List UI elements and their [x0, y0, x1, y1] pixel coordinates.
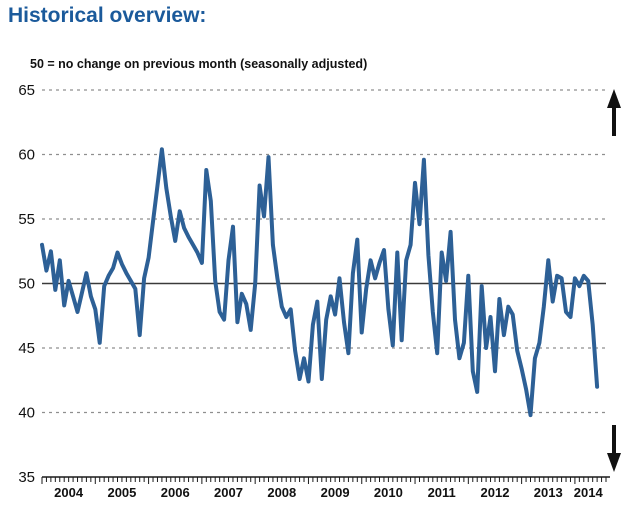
- y-axis-label-50: 50: [18, 276, 35, 293]
- x-axis-label-2012: 2012: [481, 485, 510, 500]
- y-axis-label-60: 60: [18, 147, 35, 164]
- up-arrow-head-icon: [607, 89, 621, 108]
- y-axis-label-40: 40: [18, 405, 35, 422]
- x-axis-label-2009: 2009: [321, 485, 350, 500]
- x-axis-label-2013: 2013: [534, 485, 563, 500]
- y-axis-label-65: 65: [18, 82, 35, 99]
- down-arrow-head-icon: [607, 453, 621, 472]
- chart-subtitle: 50 = no change on previous month (season…: [30, 57, 368, 71]
- x-axis-label-2014: 2014: [574, 485, 604, 500]
- x-axis-label-2004: 2004: [54, 485, 84, 500]
- x-axis-label-2007: 2007: [214, 485, 243, 500]
- y-axis-label-55: 55: [18, 211, 35, 228]
- y-axis-label-35: 35: [18, 469, 35, 486]
- x-axis-label-2006: 2006: [161, 485, 190, 500]
- data-line: [40, 147, 600, 418]
- x-axis-label-2011: 2011: [428, 485, 456, 500]
- y-axis-label-45: 45: [18, 340, 35, 357]
- chart-title: Historical overview:: [8, 4, 207, 27]
- x-axis-label-2008: 2008: [267, 485, 296, 500]
- x-axis-label-2010: 2010: [374, 485, 403, 500]
- x-axis-label-2005: 2005: [107, 485, 136, 500]
